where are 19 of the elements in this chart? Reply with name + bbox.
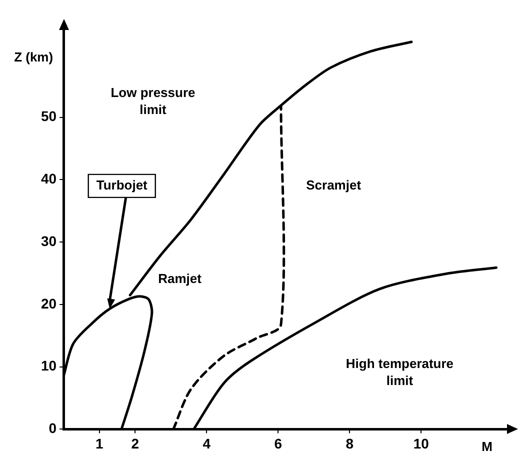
y-tick-label: 30 xyxy=(40,232,57,249)
x-axis-title: M xyxy=(482,438,492,454)
y-tick-label: 50 xyxy=(40,108,57,124)
x-tick-label: 8 xyxy=(346,435,354,452)
y-tick-label: 10 xyxy=(40,358,57,374)
y-tick-label: 0 xyxy=(48,420,57,436)
x-tick-label: 10 xyxy=(413,435,430,452)
annotation: Turbojet xyxy=(96,178,148,193)
y-tick-label: 20 xyxy=(40,295,57,312)
x-tick-label: 6 xyxy=(274,435,282,452)
y-axis-title: Z (km) xyxy=(14,50,54,65)
annotation: Scramjet xyxy=(306,178,362,193)
annotation: High temperature limit xyxy=(346,356,454,388)
x-tick-label: 2 xyxy=(131,435,140,452)
annotation: Ramjet xyxy=(158,271,202,286)
x-tick-label: 1 xyxy=(95,435,104,452)
y-tick-label: 40 xyxy=(40,170,57,187)
annotation: Low pressure limit xyxy=(110,84,196,117)
x-tick-label: 4 xyxy=(202,435,211,452)
